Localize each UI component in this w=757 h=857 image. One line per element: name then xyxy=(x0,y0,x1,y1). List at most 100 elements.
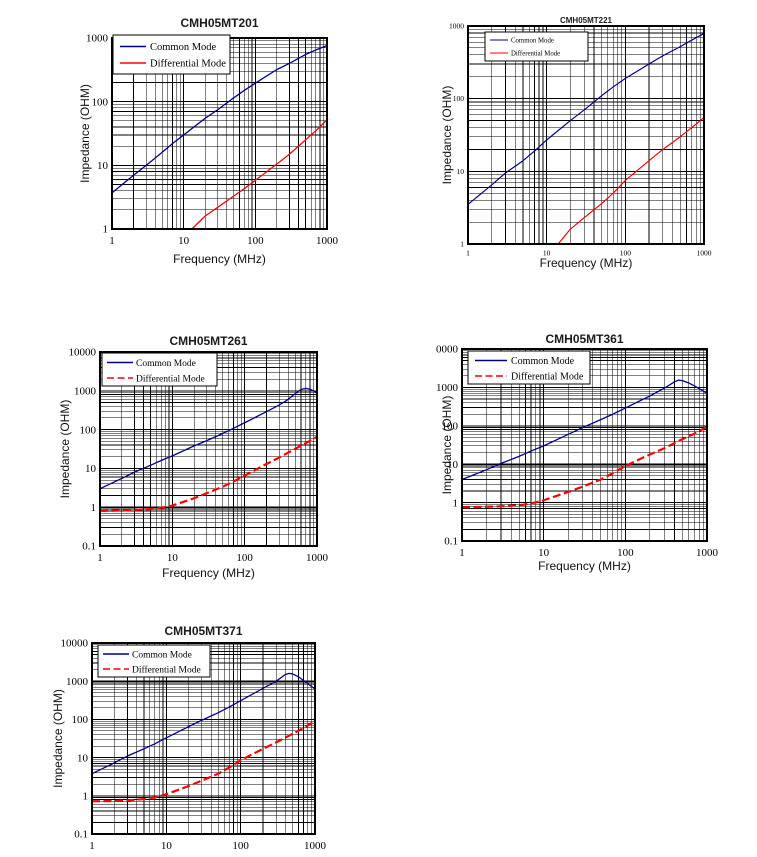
svg-text:10: 10 xyxy=(538,547,550,559)
svg-text:1000: 1000 xyxy=(66,676,89,688)
plot-border xyxy=(467,25,705,245)
y-tick-labels: 0.1 1 10 100 1000 10000 xyxy=(69,347,97,553)
svg-text:1: 1 xyxy=(103,224,109,236)
legend: Common Mode Differential Mode xyxy=(484,31,589,62)
svg-text:10000: 10000 xyxy=(69,347,97,359)
svg-text:10: 10 xyxy=(77,752,89,764)
svg-text:1: 1 xyxy=(459,547,465,559)
series-common-mode xyxy=(461,379,708,481)
y-tick-labels: 0.1 1 10 100 1000 10000 xyxy=(435,344,459,548)
x-tick-labels: 1 10 100 1000 xyxy=(459,547,718,559)
series-differential-mode xyxy=(557,117,705,245)
plot-area: 1 10 100 1000 1 10 100 1000 Common Mode Different… xyxy=(449,22,712,258)
y-tick-labels: 1 10 100 1000 xyxy=(86,33,109,236)
svg-text:1000: 1000 xyxy=(449,22,464,31)
y-tick-labels: 1 10 100 1000 xyxy=(449,22,464,249)
svg-text:1000: 1000 xyxy=(696,547,719,559)
svg-text:10: 10 xyxy=(178,235,190,247)
svg-text:10: 10 xyxy=(447,459,459,471)
svg-text:1: 1 xyxy=(466,249,470,258)
chart-title: CMH05MT221 xyxy=(559,16,612,25)
svg-text:100: 100 xyxy=(92,96,109,108)
svg-text:10: 10 xyxy=(543,249,551,258)
y-tick-labels: 0.1 1 10 100 1000 10000 xyxy=(61,638,89,841)
x-tick-labels: 1 10 100 1000 xyxy=(109,235,338,247)
svg-text:1000: 1000 xyxy=(436,382,459,394)
legend: Common Mode Differential Mode xyxy=(112,34,231,75)
legend-label: Common Mode xyxy=(511,356,575,367)
svg-text:100: 100 xyxy=(72,714,89,726)
plot-area: 1 10 100 1000 1 10 100 1000 Common Mode Different… xyxy=(86,33,339,247)
svg-text:0.1: 0.1 xyxy=(444,536,458,548)
chart-title: CMH05MT261 xyxy=(169,334,248,348)
svg-text:1000: 1000 xyxy=(306,552,329,564)
impedance-chart-cmh05mt201: CMH05MT201 Impedance (OHM) 1 10 100 1000 1 10… xyxy=(70,16,355,274)
plot-border xyxy=(461,348,708,542)
series-differential-mode xyxy=(91,720,316,803)
svg-text:0.1: 0.1 xyxy=(82,541,96,553)
plot-border xyxy=(91,642,316,835)
svg-text:10: 10 xyxy=(457,167,465,176)
svg-text:100: 100 xyxy=(247,235,264,247)
x-axis-label: Frequency (MHz) xyxy=(173,252,266,266)
svg-text:1: 1 xyxy=(89,840,95,852)
svg-text:10: 10 xyxy=(85,463,97,475)
svg-text:1000: 1000 xyxy=(74,386,97,398)
svg-text:1: 1 xyxy=(460,240,464,249)
series-differential-mode xyxy=(461,425,708,509)
legend-label: Differential Mode xyxy=(150,59,226,70)
svg-text:10: 10 xyxy=(167,552,179,564)
svg-text:1000: 1000 xyxy=(304,840,327,852)
legend: Common Mode Differential Mode xyxy=(467,350,591,385)
series-differential-mode xyxy=(191,119,328,230)
x-axis-label: Frequency (MHz) xyxy=(539,256,633,270)
svg-text:100: 100 xyxy=(442,421,459,433)
chart-title: CMH05MT361 xyxy=(545,332,624,346)
svg-text:100: 100 xyxy=(617,547,634,559)
x-tick-labels: 1 10 100 1000 xyxy=(97,552,328,564)
legend-label: Differential Mode xyxy=(511,50,560,57)
chart-title: CMH05MT371 xyxy=(164,624,243,638)
svg-text:100: 100 xyxy=(80,424,97,436)
x-tick-labels: 1 10 100 1000 xyxy=(466,249,712,258)
legend-label: Common Mode xyxy=(150,42,217,53)
svg-text:100: 100 xyxy=(232,840,249,852)
svg-text:1: 1 xyxy=(91,502,97,514)
svg-text:100: 100 xyxy=(236,552,253,564)
svg-text:1: 1 xyxy=(109,235,115,247)
legend-label: Differential Mode xyxy=(136,373,205,384)
x-axis-label: Frequency (MHz) xyxy=(92,855,315,857)
svg-text:1: 1 xyxy=(83,791,89,803)
legend-label: Differential Mode xyxy=(132,664,201,675)
impedance-chart-cmh05mt261: CMH05MT261 Impedance (OHM) 0.1 1 10 100 1000… xyxy=(45,334,335,584)
series-differential-mode xyxy=(99,435,318,513)
impedance-chart-cmh05mt371: CMH05MT371 Impedance (OHM) 0.1 1 10 100 1000… xyxy=(45,619,335,857)
series-common-mode xyxy=(467,32,705,205)
x-axis-label: Frequency (MHz) xyxy=(538,559,631,573)
svg-text:1: 1 xyxy=(453,497,459,509)
svg-text:100: 100 xyxy=(620,249,632,258)
chart-title: CMH05MT201 xyxy=(180,16,259,30)
legend-label: Differential Mode xyxy=(511,372,584,383)
svg-text:10000: 10000 xyxy=(61,638,89,650)
svg-text:1000: 1000 xyxy=(86,33,109,45)
impedance-chart-cmh05mt361: CMH05MT361 Impedance (OHM) 0.1 1 10 100 1000… xyxy=(435,331,730,583)
legend-label: Common Mode xyxy=(136,359,196,369)
svg-text:10: 10 xyxy=(97,160,109,172)
svg-text:1000: 1000 xyxy=(316,235,339,247)
svg-text:10: 10 xyxy=(161,840,173,852)
legend-label: Common Mode xyxy=(132,650,192,660)
x-tick-labels: 1 10 100 1000 xyxy=(89,840,326,852)
svg-text:0.1: 0.1 xyxy=(74,829,88,841)
legend: Common Mode Differential Mode xyxy=(97,644,211,678)
svg-text:100: 100 xyxy=(453,94,465,103)
series-common-mode xyxy=(111,44,328,194)
x-axis-label: Frequency (MHz) xyxy=(162,566,255,580)
svg-text:1: 1 xyxy=(97,552,103,564)
svg-text:10000: 10000 xyxy=(435,344,459,356)
series-common-mode xyxy=(99,387,318,490)
